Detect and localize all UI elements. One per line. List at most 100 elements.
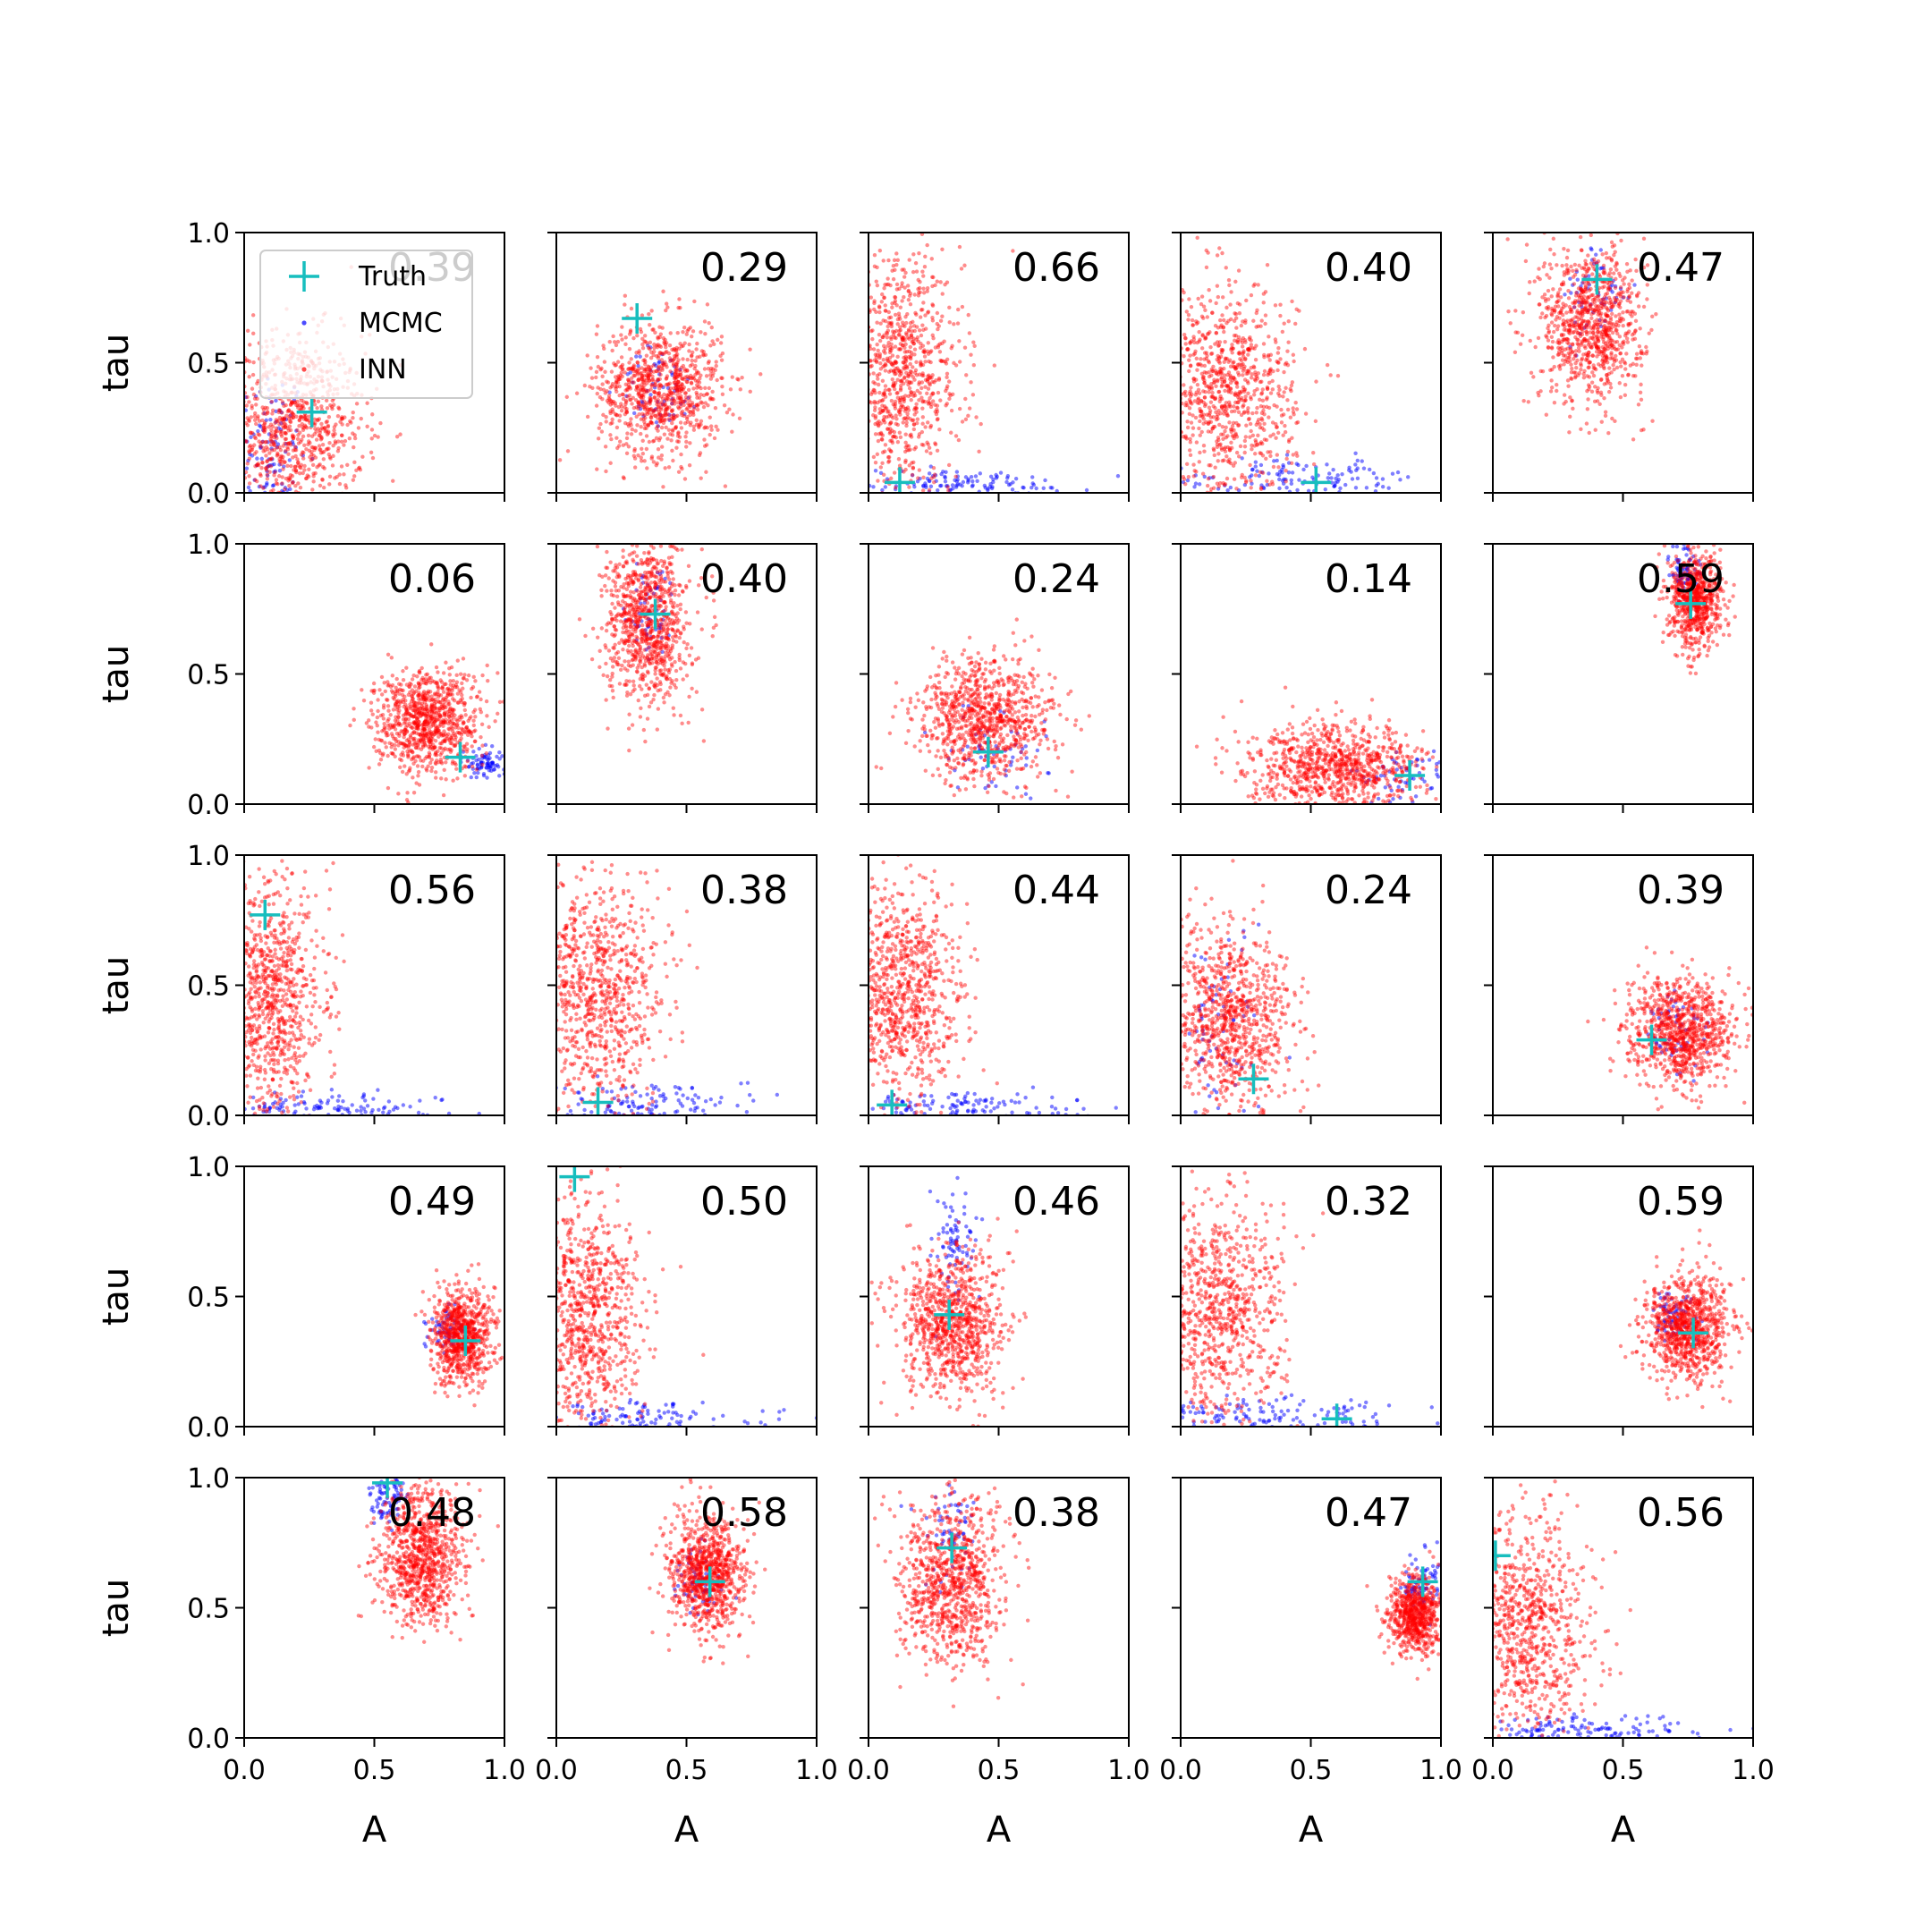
inn-point: [1255, 377, 1259, 381]
inn-point: [1258, 425, 1263, 430]
inn-point: [1564, 336, 1570, 342]
inn-point: [906, 354, 911, 360]
inn-point: [301, 403, 305, 408]
inn-point: [647, 365, 651, 369]
inn-point: [1626, 323, 1631, 327]
inn-point: [1627, 329, 1631, 334]
mcmc-point: [675, 387, 680, 392]
inn-point: [1258, 421, 1262, 427]
inn-point: [667, 405, 672, 410]
inn-point: [304, 476, 309, 481]
mcmc-point: [955, 474, 961, 479]
inn-point: [1235, 301, 1241, 306]
inn-point: [873, 414, 878, 419]
inn-point: [1551, 329, 1556, 335]
inn-point: [644, 446, 649, 452]
inn-point: [897, 373, 902, 377]
inn-point: [858, 308, 861, 311]
inn-point: [1211, 486, 1216, 490]
inn-point: [646, 422, 650, 427]
inn-point: [1580, 295, 1584, 300]
inn-point: [1554, 318, 1558, 322]
inn-point: [1242, 357, 1248, 362]
inn-point: [1241, 354, 1246, 360]
inn-point: [1267, 352, 1271, 358]
inn-point: [623, 398, 629, 403]
inn-point: [1284, 360, 1289, 365]
inn-point: [881, 335, 886, 340]
inn-point: [1630, 314, 1634, 318]
inn-point: [1595, 318, 1599, 322]
inn-point: [1195, 382, 1200, 387]
inn-point: [920, 399, 926, 403]
inn-point: [600, 374, 605, 379]
inn-point: [1612, 302, 1616, 307]
inn-point: [683, 434, 688, 439]
inn-point: [1600, 357, 1606, 362]
points-layer: [557, 289, 763, 489]
inn-point: [914, 269, 919, 274]
inn-point: [1571, 330, 1575, 335]
inn-point: [674, 414, 678, 419]
inn-point: [1608, 224, 1612, 227]
inn-point: [1596, 336, 1600, 341]
inn-point: [650, 327, 655, 332]
inn-point: [1165, 388, 1169, 392]
inn-point: [938, 280, 943, 284]
inn-point: [897, 463, 902, 468]
inn-point: [247, 359, 252, 364]
inn-point: [666, 417, 672, 421]
inn-point: [1606, 346, 1611, 352]
inn-point: [1240, 344, 1245, 349]
inn-point: [907, 293, 912, 298]
inn-point: [218, 465, 222, 469]
inn-point: [709, 366, 714, 371]
inn-point: [737, 416, 742, 420]
inn-point: [902, 375, 907, 379]
inn-point: [872, 399, 877, 404]
inn-point: [1578, 292, 1582, 298]
inn-point: [614, 362, 619, 368]
inn-point: [1259, 392, 1264, 396]
inn-point: [291, 411, 295, 417]
inn-point: [1219, 323, 1224, 327]
inn-point: [957, 406, 962, 411]
inn-point: [614, 436, 619, 440]
inn-point: [292, 445, 298, 449]
inn-point: [1237, 302, 1242, 307]
inn-point: [263, 440, 267, 445]
inn-point: [323, 549, 326, 553]
inn-point: [648, 397, 653, 402]
inn-point: [1564, 336, 1569, 342]
inn-point: [636, 390, 641, 394]
inn-point: [1592, 323, 1597, 327]
inn-point: [1548, 389, 1554, 394]
inn-point: [618, 377, 623, 381]
inn-point: [918, 315, 923, 319]
inn-point: [658, 332, 664, 336]
inn-point: [1275, 430, 1281, 436]
inn-point: [1250, 433, 1256, 437]
inn-point: [722, 402, 727, 408]
inn-point: [904, 379, 910, 384]
inn-point: [240, 460, 243, 463]
inn-point: [1549, 346, 1555, 351]
mcmc-point: [1011, 480, 1015, 485]
inn-point: [369, 450, 374, 454]
inn-point: [920, 371, 925, 376]
inn-point: [1548, 368, 1553, 372]
inn-point: [1250, 443, 1254, 448]
inn-point: [1219, 375, 1224, 380]
inn-point: [637, 349, 641, 353]
inn-point: [256, 462, 260, 466]
inn-point: [1614, 365, 1620, 370]
mcmc-point: [244, 466, 250, 470]
inn-point: [928, 349, 934, 353]
inn-point: [956, 307, 961, 312]
inn-point: [1612, 360, 1617, 364]
inn-point: [268, 422, 274, 427]
inn-point: [1251, 318, 1256, 323]
inn-point: [318, 428, 323, 433]
inn-point: [1645, 297, 1649, 301]
inn-point: [1208, 344, 1213, 350]
